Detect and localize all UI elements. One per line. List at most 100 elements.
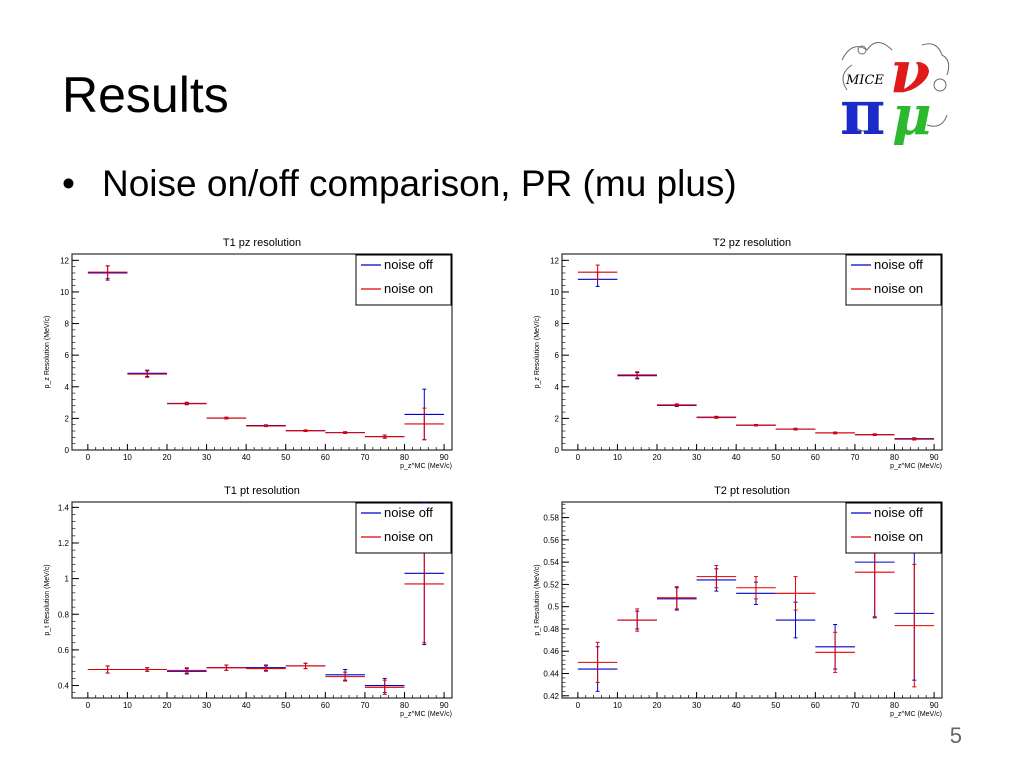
logo-text: MICE [845,73,884,88]
x-axis-label: p_z^MC (MeV/c) [890,711,942,718]
legend-box [355,254,452,306]
y-axis-label: p_t Resolution (MeV/c) [44,564,51,635]
x-tick-label: 70 [360,453,369,462]
y-tick-label: 0.5 [548,603,560,612]
chart-title: T2 pz resolution [713,237,791,249]
slide-title: Results [62,67,229,123]
y-tick-label: 0.46 [543,647,559,656]
x-tick-label: 50 [771,453,780,462]
x-tick-label: 20 [653,453,662,462]
x-tick-label: 40 [242,453,251,462]
x-axis-label: p_z^MC (MeV/c) [400,711,452,718]
y-tick-label: 4 [65,383,70,392]
x-tick-label: 70 [360,701,369,710]
y-tick-label: 0.8 [58,610,70,619]
x-tick-label: 50 [281,453,290,462]
y-tick-label: 0.52 [543,580,559,589]
y-tick-label: 0.48 [543,625,559,634]
legend-box [845,502,942,554]
svg-text:ν: ν [890,38,930,106]
y-tick-label: 0.44 [543,670,559,679]
y-tick-label: 12 [550,256,559,265]
y-tick-label: 0 [65,446,70,455]
x-axis-label: p_z^MC (MeV/c) [400,463,452,470]
x-tick-label: 10 [613,701,622,710]
x-tick-label: 10 [613,453,622,462]
svg-text:π: π [840,76,885,145]
y-tick-label: 12 [60,256,69,265]
plot-t2-pz: T2 pz resolution 0 10 20 30 40 50 60 70 80 90 0 2 4 6 8… [534,237,943,470]
x-tick-label: 90 [930,453,939,462]
y-tick-label: 8 [65,320,70,329]
chart-title: T1 pz resolution [223,237,301,249]
x-tick-label: 50 [281,701,290,710]
x-tick-label: 60 [321,453,330,462]
x-tick-label: 90 [930,701,939,710]
page-number: 5 [949,723,962,748]
x-tick-label: 80 [890,453,899,462]
x-tick-label: 70 [850,701,859,710]
x-tick-label: 70 [850,453,859,462]
plot-t1-pz: T1 pz resolution 0 10 20 30 40 50 60 70 80 90 0 2 4 6 8… [44,237,453,470]
svg-text:μ: μ [892,83,932,145]
legend-label: noise off [384,257,433,272]
y-tick-label: 1.4 [58,503,70,512]
x-tick-label: 90 [440,453,449,462]
y-tick-label: 1.2 [58,539,70,548]
x-tick-label: 30 [692,453,701,462]
x-tick-label: 90 [440,701,449,710]
y-tick-label: 0.56 [543,536,559,545]
y-tick-label: 2 [555,414,560,423]
x-tick-label: 40 [732,701,741,710]
legend-label: noise on [874,281,923,296]
legend-box [355,502,452,554]
y-tick-label: 0.42 [543,692,559,701]
y-tick-label: 0 [555,446,560,455]
plot-t1-pt: T1 pt resolution 0 10 20 30 40 50 60 70 80 90 0.4 0.… [44,485,453,718]
chart-title: T2 pt resolution [714,485,790,497]
x-tick-label: 40 [732,453,741,462]
x-tick-label: 10 [123,701,132,710]
plot-t2-pt: T2 pt resolution 0 10 20 30 40 50 60 70 80 90 0.42 0… [534,485,943,718]
x-tick-label: 60 [811,453,820,462]
legend-label: noise off [874,505,923,520]
legend-box [845,254,942,306]
y-tick-label: 0.54 [543,558,559,567]
x-tick-label: 20 [653,701,662,710]
x-tick-label: 50 [771,701,780,710]
x-tick-label: 0 [576,701,581,710]
x-tick-label: 0 [86,453,91,462]
bullet-text: Noise on/off comparison, PR (mu plus) [102,163,737,204]
y-tick-label: 0.4 [58,682,70,691]
mice-logo: MICE π ν μ [840,38,950,145]
y-axis-label: p_z Resolution (MeV/c) [534,316,541,389]
x-tick-label: 80 [400,453,409,462]
y-tick-label: 4 [555,383,560,392]
x-tick-label: 60 [321,701,330,710]
y-tick-label: 0.58 [543,514,559,523]
x-tick-label: 10 [123,453,132,462]
bullet-item: • Noise on/off comparison, PR (mu plus) [62,163,737,205]
y-axis-label: p_t Resolution (MeV/c) [534,564,541,635]
x-tick-label: 80 [400,701,409,710]
y-tick-label: 6 [65,351,70,360]
y-tick-label: 6 [555,351,560,360]
legend-label: noise on [384,529,433,544]
legend-label: noise off [384,505,433,520]
x-tick-label: 30 [202,701,211,710]
chart-title: T1 pt resolution [224,485,300,497]
x-tick-label: 0 [86,701,91,710]
y-axis-label: p_z Resolution (MeV/c) [44,316,51,389]
legend-label: noise off [874,257,923,272]
x-tick-label: 60 [811,701,820,710]
y-tick-label: 10 [60,288,69,297]
legend-label: noise on [384,281,433,296]
y-tick-label: 1 [65,575,70,584]
x-tick-label: 80 [890,701,899,710]
y-tick-label: 2 [65,414,70,423]
y-tick-label: 0.6 [58,646,70,655]
y-tick-label: 8 [555,320,560,329]
x-tick-label: 20 [163,701,172,710]
x-tick-label: 30 [692,701,701,710]
x-tick-label: 30 [202,453,211,462]
